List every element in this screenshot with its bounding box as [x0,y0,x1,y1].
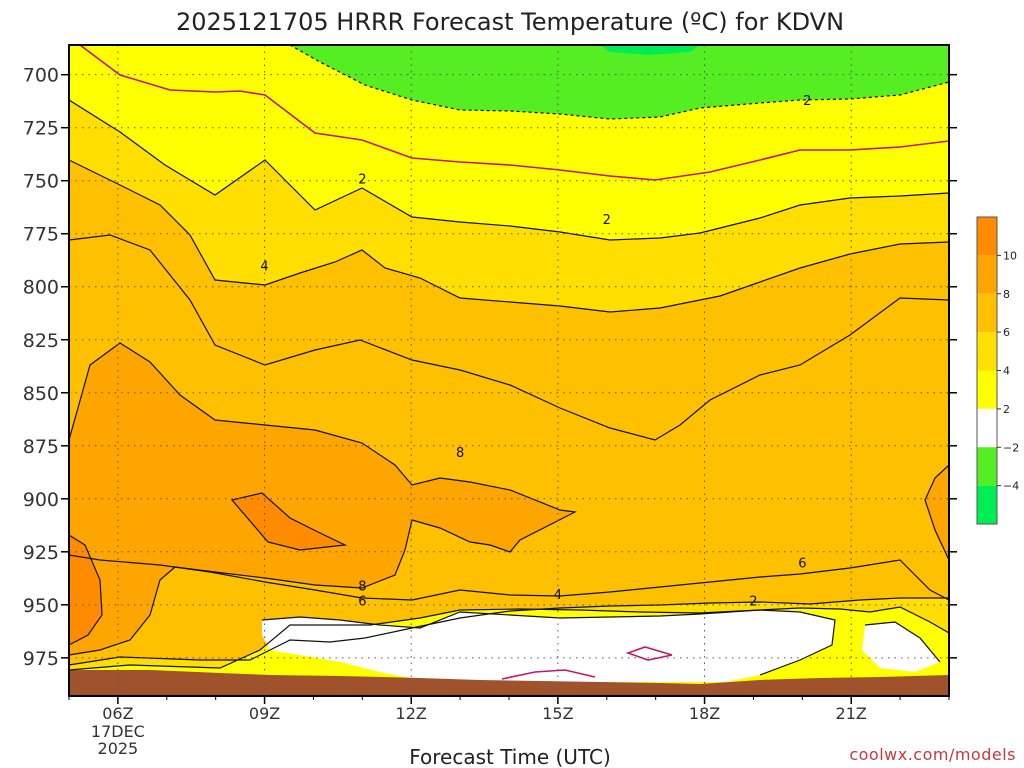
contour-label: 8 [358,580,366,595]
y-tick-label: 725 [23,118,59,140]
temp-band-8-10 [69,343,575,655]
y-tick-label: 950 [23,595,59,617]
contour-label: 6 [358,595,366,610]
colorbar-segment [977,370,997,409]
temp-band-8-10-right [925,465,949,560]
colorbar-tick-label: 6 [1003,326,1010,339]
colorbar-segment [977,485,997,524]
contour-label: 6 [798,556,806,571]
temp-band-neg2-0 [290,45,949,119]
x-tick-date-label: 17DEC [91,722,145,741]
contour-label: 2 [603,213,611,228]
colorbar-segment [977,217,997,256]
x-tick-label: 15Z [542,704,573,723]
temp-band-0-2-low-right [862,622,940,672]
colorbar-segment [977,408,997,448]
y-tick-label: 700 [23,65,59,87]
site-credit: coolwx.com/models [849,745,1016,764]
x-tick-label: 09Z [249,704,280,723]
x-tick-label: 18Z [689,704,720,723]
temp-band-10-12 [232,493,345,550]
x-tick-label: 06Z [102,704,133,723]
colorbar: 10 8 6 4 2 −2 −4 [976,216,1019,525]
y-tick-label: 800 [23,277,59,299]
y-tick-label: 975 [23,648,59,670]
colorbar-tick-label: 8 [1003,288,1010,301]
contour-label: 4 [554,588,562,603]
colorbar-tick-label: 10 [1003,249,1017,262]
contour-label: 2 [358,173,366,188]
chart-title: 2025121705 HRRR Forecast Temperature (ºC… [176,8,844,36]
colorbar-tick-label: 2 [1003,403,1010,416]
contour-label: 8 [456,446,464,461]
y-tick-label: 850 [23,383,59,405]
terrain-ground [69,670,949,696]
colorbar-tick-label: −4 [1003,480,1019,493]
contour-label: 2 [803,94,811,109]
y-tick-label: 900 [23,489,59,511]
colorbar-segment [977,255,997,294]
y-tick-label: 825 [23,330,59,352]
colorbar-tick-label: −2 [1003,441,1019,454]
y-tick-label: 775 [23,224,59,246]
temp-band-0-2-low [262,610,835,682]
colorbar-segment [977,332,997,371]
colorbar-tick-label: 4 [1003,365,1010,378]
colorbar-segment [977,447,997,486]
x-tick-label: 12Z [396,704,427,723]
grid-lines [69,45,949,696]
x-tick-date-label: 2025 [98,739,139,758]
contour-label: 4 [260,260,268,275]
temp-band-10-12-left [69,535,102,645]
y-tick-label: 925 [23,542,59,564]
temp-band-neg4 [600,45,700,55]
x-tick-label: 21Z [836,704,867,723]
x-axis-label: Forecast Time (UTC) [409,745,611,768]
colorbar-segment [977,293,997,333]
y-tick-label: 750 [23,171,59,193]
contour-lines [69,45,949,676]
y-axis: 700 725 750 775 800 825 850 875 900 925 950 975 [23,65,957,670]
y-tick-label: 875 [23,436,59,458]
contour-label: 2 [749,595,757,610]
